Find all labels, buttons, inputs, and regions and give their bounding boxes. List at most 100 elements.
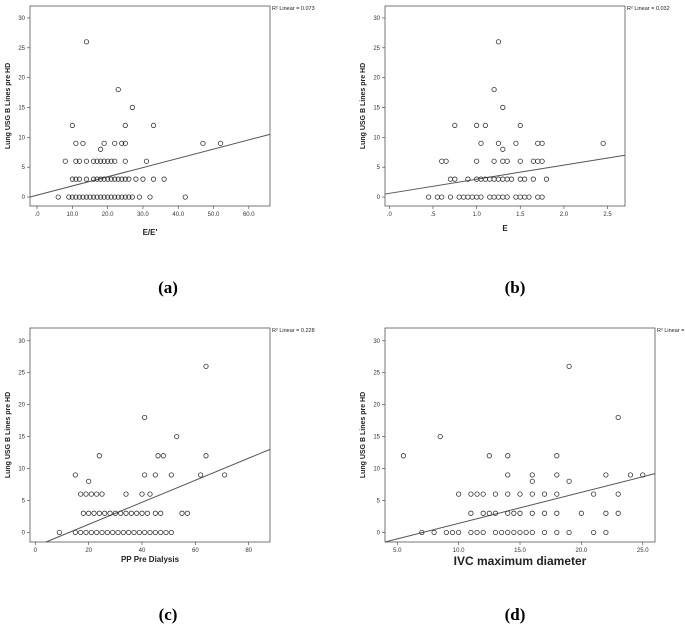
data-point <box>152 472 158 478</box>
data-point <box>400 453 407 459</box>
data-point <box>152 529 158 536</box>
plot-area <box>29 327 271 543</box>
data-point <box>115 176 121 182</box>
data-point <box>511 510 517 516</box>
data-point <box>94 194 100 200</box>
data-point <box>627 472 634 478</box>
data-point <box>539 194 545 200</box>
x-tick-label: 40.0 <box>172 212 184 218</box>
plot-area <box>29 5 271 207</box>
y-tick-label: 25 <box>18 46 25 52</box>
data-point <box>90 194 97 200</box>
data-point <box>69 176 75 182</box>
data-point <box>492 529 499 536</box>
regression-line <box>45 448 271 543</box>
y-tick-label: 5 <box>377 498 381 504</box>
data-point <box>97 194 104 200</box>
y-tick-label: 10 <box>18 135 25 141</box>
data-point <box>578 510 584 516</box>
data-point <box>543 176 550 182</box>
data-point <box>505 491 511 497</box>
data-point <box>69 122 75 129</box>
data-point <box>122 122 128 129</box>
x-axis-label: IVC maximum diameter <box>454 554 587 568</box>
data-point <box>431 529 437 536</box>
panel-c: 0 20 40 60 80 0 5 10 15 20 25 30 R² Linear = 0.228 PP… <box>0 320 315 580</box>
y-tick-label: 20 <box>18 403 25 409</box>
data-point <box>123 491 129 497</box>
data-point <box>160 453 166 459</box>
data-point <box>184 510 190 516</box>
data-point <box>640 472 646 478</box>
data-point <box>131 529 137 536</box>
data-point <box>539 158 545 164</box>
data-point <box>504 158 510 164</box>
data-point <box>600 140 606 146</box>
data-point <box>122 194 128 200</box>
data-point <box>522 176 528 182</box>
data-point <box>419 529 425 536</box>
data-point <box>107 510 113 516</box>
data-point <box>603 510 609 516</box>
data-point <box>541 510 548 516</box>
data-point <box>56 529 62 536</box>
y-tick-label: 15 <box>373 435 380 441</box>
data-point <box>517 122 523 129</box>
data-point <box>155 453 161 459</box>
data-point <box>72 529 78 536</box>
x-tick-label: 60.0 <box>243 212 255 218</box>
data-point <box>456 529 462 536</box>
data-point <box>492 491 499 497</box>
data-point <box>152 510 158 516</box>
data-point <box>500 104 506 111</box>
data-point <box>112 140 118 146</box>
data-point <box>517 491 523 497</box>
scatter-chart-c: 0 20 40 60 80 0 5 10 15 20 25 30 R² Linear = 0.228 PP… <box>5 327 315 564</box>
data-point <box>437 433 443 440</box>
data-point <box>505 453 511 459</box>
regression-line <box>384 473 656 543</box>
y-tick-label: 25 <box>373 46 380 52</box>
data-point <box>115 529 121 536</box>
data-point <box>115 86 121 93</box>
y-tick-label: 0 <box>22 195 26 201</box>
data-point <box>122 140 128 146</box>
data-point <box>447 194 454 200</box>
data-point <box>505 472 511 478</box>
data-point <box>513 140 519 146</box>
data-point <box>112 158 118 164</box>
y-tick-label: 20 <box>18 76 25 82</box>
data-point <box>182 194 188 200</box>
data-point <box>80 140 86 146</box>
data-point <box>468 529 474 536</box>
x-tick-label: .0 <box>35 212 41 218</box>
x-tick-label: 10.0 <box>67 212 79 218</box>
data-point <box>97 176 104 182</box>
data-point <box>566 363 572 369</box>
x-tick-label: 30.0 <box>137 212 149 218</box>
data-point <box>105 158 111 164</box>
data-point <box>495 39 502 45</box>
data-point <box>66 194 72 200</box>
y-tick-label: 0 <box>377 195 381 201</box>
x-tick-label: 0 <box>34 548 38 554</box>
panel-a: .0 10.0 20.0 30.0 40.0 50.0 60.0 0 5 10 15 20 25 30 R²… <box>0 0 315 237</box>
data-point <box>119 194 125 200</box>
data-point <box>150 122 157 129</box>
data-point <box>452 122 458 129</box>
data-point <box>101 158 107 164</box>
data-point <box>147 529 153 536</box>
data-point <box>591 529 597 536</box>
caption-a: (a) <box>158 278 178 297</box>
x-tick-label: 25.0 <box>637 548 649 554</box>
data-point <box>554 453 560 459</box>
data-point <box>529 491 535 497</box>
data-point <box>566 478 572 484</box>
y-tick-label: 15 <box>373 105 380 111</box>
y-axis-label: Lung USG B Lines pre HD <box>5 63 12 149</box>
data-point <box>129 194 135 200</box>
x-tick-label: 50.0 <box>208 212 220 218</box>
data-point <box>123 510 129 516</box>
data-point <box>142 414 148 421</box>
